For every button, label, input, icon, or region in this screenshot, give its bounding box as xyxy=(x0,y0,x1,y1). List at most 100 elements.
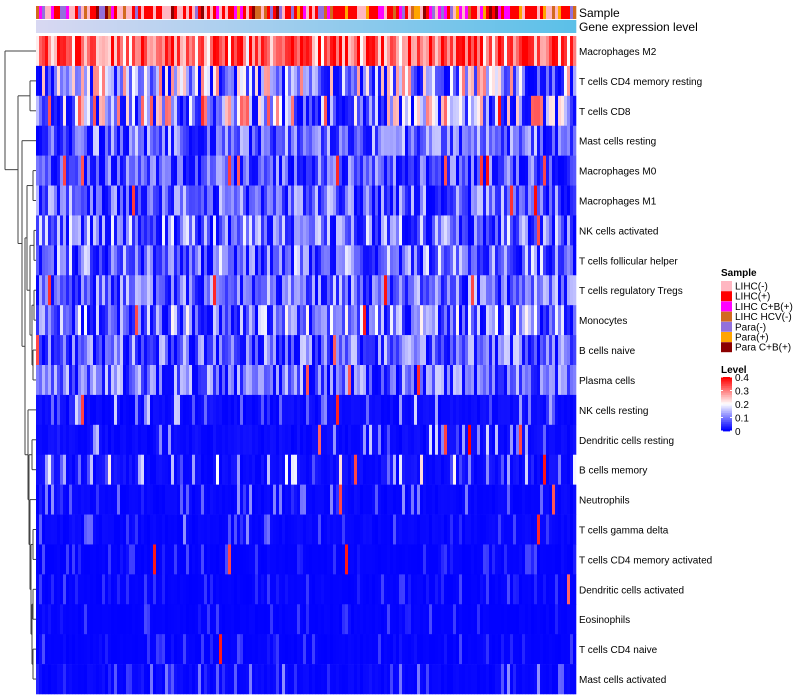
heatmap-cell xyxy=(255,275,259,306)
heatmap-cell xyxy=(555,544,559,575)
heatmap-cell xyxy=(441,484,445,515)
heatmap-cell xyxy=(69,215,73,246)
heatmap-cell xyxy=(339,424,343,456)
heatmap-cell xyxy=(105,604,109,635)
heatmap-cell xyxy=(57,155,61,186)
heatmap-cell xyxy=(567,305,571,336)
heatmap-cell xyxy=(498,394,502,426)
heatmap-cell xyxy=(375,664,379,695)
sample-track-cell xyxy=(570,6,574,19)
heatmap-cell xyxy=(441,544,445,575)
heatmap-cell xyxy=(540,484,544,515)
heatmap-cell xyxy=(78,664,82,695)
heatmap-cell xyxy=(261,335,265,366)
heatmap-cell xyxy=(417,65,421,97)
heatmap-cell xyxy=(402,574,406,605)
heatmap-cell xyxy=(138,424,142,456)
heatmap-cell xyxy=(558,215,562,246)
heatmap-cell xyxy=(141,95,145,127)
heatmap-cell xyxy=(144,275,148,306)
heatmap-cell xyxy=(156,185,160,216)
heatmap-cell xyxy=(114,185,118,216)
heatmap-cell xyxy=(393,245,397,276)
heatmap-cell xyxy=(231,245,235,276)
level-colorbar-segment xyxy=(721,427,732,430)
heatmap-cell xyxy=(42,125,46,156)
heatmap-cell xyxy=(156,335,160,366)
heatmap-cell xyxy=(108,95,112,127)
heatmap-cell xyxy=(519,544,523,575)
expression-track-cell xyxy=(369,20,373,33)
heatmap-cell xyxy=(477,65,481,97)
heatmap-cell xyxy=(342,604,346,635)
heatmap-cell xyxy=(324,36,328,67)
heatmap-cell xyxy=(177,544,181,575)
heatmap-cell xyxy=(240,95,244,127)
heatmap-cell xyxy=(390,275,394,306)
heatmap-cell xyxy=(180,394,184,426)
heatmap-cell xyxy=(501,544,505,575)
heatmap-cell xyxy=(78,424,82,456)
heatmap-cell xyxy=(228,155,232,186)
heatmap-cell xyxy=(261,245,265,276)
heatmap-cell xyxy=(204,454,208,485)
heatmap-cell xyxy=(516,305,520,336)
heatmap-cell xyxy=(168,335,172,366)
heatmap-cell xyxy=(327,574,331,605)
heatmap-cell xyxy=(195,305,199,336)
heatmap-cell xyxy=(246,574,250,605)
heatmap-cell xyxy=(186,574,190,605)
heatmap-cell xyxy=(480,215,484,246)
heatmap-cell xyxy=(429,664,433,695)
heatmap-cell xyxy=(462,305,466,336)
heatmap-cell xyxy=(39,514,43,545)
heatmap-cell xyxy=(399,155,403,186)
heatmap-cell xyxy=(105,305,109,336)
heatmap-cell xyxy=(141,424,145,456)
heatmap-cell xyxy=(120,514,124,545)
heatmap-cell xyxy=(420,664,424,695)
heatmap-cell xyxy=(459,604,463,635)
heatmap-cell xyxy=(339,215,343,246)
heatmap-cell xyxy=(471,514,475,545)
heatmap-cell xyxy=(483,185,487,216)
heatmap-cell xyxy=(159,275,163,306)
heatmap-cell xyxy=(378,365,382,396)
heatmap-cell xyxy=(330,574,334,605)
heatmap-cell xyxy=(327,95,331,127)
heatmap-cell xyxy=(222,65,226,97)
heatmap-cell xyxy=(222,275,226,306)
heatmap-cell xyxy=(411,454,415,485)
heatmap-cell xyxy=(327,215,331,246)
heatmap-cell xyxy=(228,484,232,515)
heatmap-cell xyxy=(558,65,562,97)
heatmap-cell xyxy=(372,544,376,575)
heatmap-cell xyxy=(39,454,43,485)
heatmap-cell xyxy=(456,335,460,366)
heatmap-cell xyxy=(105,365,109,396)
heatmap-cell xyxy=(153,36,157,67)
heatmap-cell xyxy=(201,574,205,605)
heatmap-cell xyxy=(411,514,415,545)
heatmap-cell xyxy=(333,634,337,665)
heatmap-cell xyxy=(45,424,49,456)
heatmap-cell xyxy=(354,394,358,426)
heatmap-cell xyxy=(108,514,112,545)
heatmap-cell xyxy=(99,484,103,515)
sample-track-cell xyxy=(303,6,307,19)
heatmap-cell xyxy=(63,664,67,695)
heatmap-cell xyxy=(360,544,364,575)
heatmap-cell xyxy=(567,155,571,186)
heatmap-cell xyxy=(195,394,199,426)
heatmap-cell xyxy=(423,335,427,366)
heatmap-cell xyxy=(450,305,454,336)
heatmap-cell xyxy=(486,394,490,426)
heatmap-cell xyxy=(126,365,130,396)
heatmap-cell xyxy=(306,215,310,246)
heatmap-cell xyxy=(219,484,223,515)
heatmap-cell xyxy=(99,185,103,216)
heatmap-cell xyxy=(156,215,160,246)
heatmap-cell xyxy=(294,484,298,515)
heatmap-cell xyxy=(123,604,127,635)
heatmap-cell xyxy=(186,65,190,97)
